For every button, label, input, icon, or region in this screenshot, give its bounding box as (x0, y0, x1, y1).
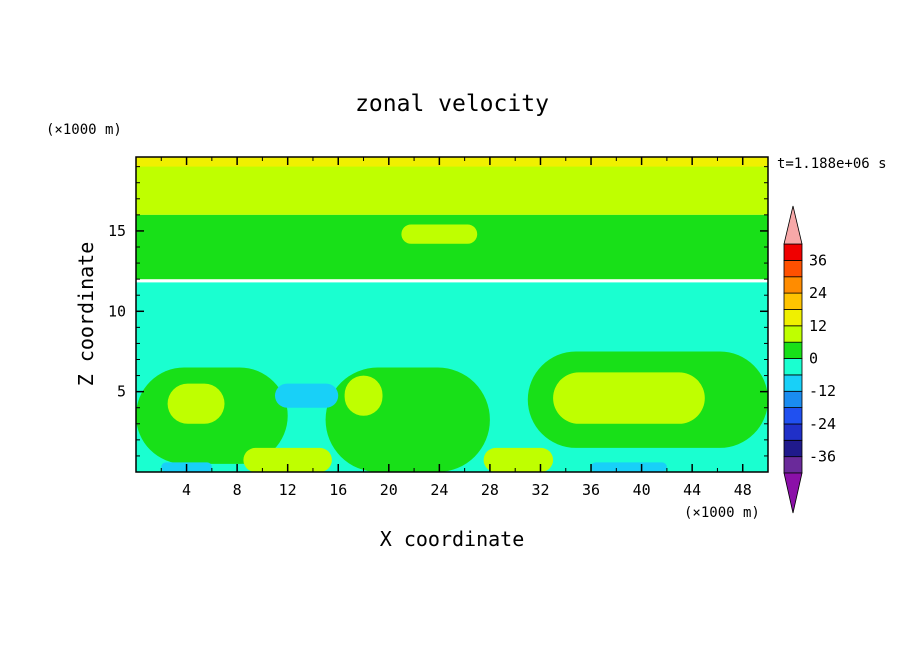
field-region-11 (243, 447, 332, 472)
x-tick-label: 12 (279, 481, 297, 499)
x-tick-label: 24 (430, 481, 448, 499)
field-region-0 (136, 157, 768, 215)
field-region-12 (483, 447, 554, 472)
colorbar-tick-label: 24 (809, 284, 827, 302)
plot-field (136, 157, 768, 472)
field-region-8 (344, 375, 383, 416)
colorbar-tick-label: -36 (809, 448, 836, 466)
colorbar-tick-label: 12 (809, 317, 827, 335)
field-region-13 (275, 383, 339, 408)
x-tick-label: 20 (380, 481, 398, 499)
colorbar-swatch (783, 259, 803, 278)
x-tick-label: 32 (531, 481, 549, 499)
time-label: t=1.188e+06 s (777, 156, 887, 172)
x-tick-label: 40 (633, 481, 651, 499)
colorbar-tick-label: 36 (809, 251, 827, 269)
y-tick-label: 15 (108, 222, 126, 240)
colorbar-extend-high (783, 205, 803, 245)
y-tick-label: 5 (117, 383, 126, 401)
colorbar-swatch (783, 456, 803, 474)
colorbar: 36 24 12 0 -12 -24 -36 (783, 205, 836, 514)
colorbar-swatch (783, 358, 803, 376)
colorbar-swatch (783, 276, 803, 294)
field-region-14 (591, 462, 667, 472)
colorbar-swatch (783, 325, 803, 343)
colorbar-extend-low (783, 472, 803, 514)
y-unit-label: (×1000 m) (46, 122, 122, 138)
x-axis-label: X coordinate (380, 527, 525, 551)
colorbar-swatch (783, 390, 803, 409)
colorbar-tick-label: -24 (809, 415, 836, 433)
colorbar-swatch (783, 423, 803, 441)
field-region-3 (401, 224, 478, 244)
chart-title: zonal velocity (355, 91, 549, 117)
field-region-6 (167, 383, 225, 424)
x-unit-label: (×1000 m) (684, 505, 760, 521)
plot-frame (135, 156, 769, 473)
colorbar-tick-label: -12 (809, 382, 836, 400)
colorbar-swatch (783, 243, 803, 261)
colorbar-swatch (783, 341, 803, 359)
x-tick-label: 36 (582, 481, 600, 499)
x-tick-label: 48 (734, 481, 752, 499)
colorbar-swatch (783, 374, 803, 392)
y-tick-label: 10 (108, 302, 126, 320)
x-tick-label: 8 (233, 481, 242, 499)
colorbar-swatch (783, 308, 803, 327)
field-region-10 (553, 372, 705, 424)
colorbar-swatch (783, 292, 803, 310)
y-axis-label: Z coordinate (74, 242, 98, 387)
x-tick-label: 44 (683, 481, 701, 499)
colorbar-swatch (783, 407, 803, 425)
field-region-1 (136, 157, 768, 167)
colorbar-tick-label: 0 (809, 350, 818, 368)
x-tick-label: 16 (329, 481, 347, 499)
x-tick-label: 28 (481, 481, 499, 499)
colorbar-swatch (783, 439, 803, 458)
x-tick-label: 4 (182, 481, 191, 499)
x-axis: 4 8 12 16 20 24 28 32 36 40 44 48 (160, 157, 752, 499)
